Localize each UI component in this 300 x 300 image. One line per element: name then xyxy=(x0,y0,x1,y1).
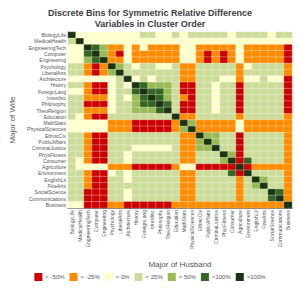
svg-text:Computer: Computer xyxy=(44,51,66,57)
svg-text:PublicAffairs: PublicAffairs xyxy=(38,139,66,145)
svg-text:<100%: <100% xyxy=(212,274,232,280)
svg-text:TheoReligion: TheoReligion xyxy=(37,108,67,114)
svg-text:Agriculture: Agriculture xyxy=(237,210,243,234)
svg-text:Agriculture: Agriculture xyxy=(42,164,66,170)
svg-text:SocialScience: SocialScience xyxy=(269,210,275,242)
svg-text:SocialScience: SocialScience xyxy=(35,189,67,195)
svg-text:Psychology: Psychology xyxy=(109,210,115,236)
svg-text:Engineering: Engineering xyxy=(101,210,107,237)
svg-text:CriminalJustice: CriminalJustice xyxy=(32,145,66,151)
svg-text:Environment: Environment xyxy=(245,209,251,238)
svg-text:Business: Business xyxy=(46,202,67,208)
svg-text:Interdisc: Interdisc xyxy=(47,95,66,101)
svg-text:Psychology: Psychology xyxy=(40,64,66,70)
svg-text:< -25%: < -25% xyxy=(81,274,101,280)
svg-text:>100%: >100% xyxy=(247,274,267,280)
svg-text:Engineering: Engineering xyxy=(39,57,66,63)
svg-text:Communications: Communications xyxy=(29,196,67,202)
svg-text:EthnicCiv: EthnicCiv xyxy=(197,210,203,232)
svg-text:Philosophy: Philosophy xyxy=(157,210,163,235)
svg-text:Discrete Bins for Symmetric Re: Discrete Bins for Symmetric Relative Dif… xyxy=(48,8,252,18)
svg-text:Environment: Environment xyxy=(38,170,67,176)
svg-text:ForeignLang: ForeignLang xyxy=(141,210,147,238)
svg-text:EthnicCiv: EthnicCiv xyxy=(45,133,67,139)
svg-text:PhysicalSciences: PhysicalSciences xyxy=(189,210,195,249)
svg-text:FineArts: FineArts xyxy=(47,183,66,189)
svg-text:EnglishLit: EnglishLit xyxy=(253,209,259,231)
svg-text:Consumer: Consumer xyxy=(229,210,235,233)
svg-text:MathStats: MathStats xyxy=(43,120,66,126)
svg-text:TheoReligion: TheoReligion xyxy=(165,210,171,240)
svg-text:Variables in Cluster Order: Variables in Cluster Order xyxy=(95,19,206,29)
svg-text:PhysicalSciences: PhysicalSciences xyxy=(27,126,66,132)
svg-text:ForeignLang: ForeignLang xyxy=(38,89,66,95)
svg-text:LiberalArts: LiberalArts xyxy=(117,210,123,234)
svg-text:History: History xyxy=(50,82,66,88)
svg-text:CriminalJustice: CriminalJustice xyxy=(213,210,219,244)
svg-text:PhysFitness: PhysFitness xyxy=(39,152,67,158)
svg-text:EngineeringTech: EngineeringTech xyxy=(29,45,66,51)
svg-text:History: History xyxy=(133,210,139,226)
svg-text:Business: Business xyxy=(285,210,291,231)
svg-text:< -50%: < -50% xyxy=(45,274,65,280)
svg-text:EngineeringTech: EngineeringTech xyxy=(85,210,91,247)
svg-text:FineArts: FineArts xyxy=(261,210,267,229)
svg-text:MedicalHealth: MedicalHealth xyxy=(77,210,83,242)
svg-text:Communications: Communications xyxy=(277,210,283,248)
svg-text:Philosophy: Philosophy xyxy=(42,101,67,107)
svg-text:BiologyLife: BiologyLife xyxy=(42,32,67,38)
svg-text:PhysFitness: PhysFitness xyxy=(221,210,227,238)
svg-text:Education: Education xyxy=(173,210,179,232)
svg-text:Education: Education xyxy=(44,114,66,120)
svg-text:< 0%: < 0% xyxy=(116,274,131,280)
svg-text:Architecture: Architecture xyxy=(39,76,66,82)
svg-text:< 50%: < 50% xyxy=(179,274,197,280)
svg-text:Architecture: Architecture xyxy=(125,210,131,237)
svg-text:MedicalHealth: MedicalHealth xyxy=(34,38,66,44)
svg-text:Interdisc: Interdisc xyxy=(149,210,155,229)
svg-text:PublicAffairs: PublicAffairs xyxy=(205,210,211,238)
svg-text:Consumer: Consumer xyxy=(43,158,66,164)
svg-text:< 25%: < 25% xyxy=(146,274,164,280)
svg-text:BiologyLife: BiologyLife xyxy=(69,210,75,235)
svg-text:MathStats: MathStats xyxy=(181,210,187,233)
svg-text:LiberalArts: LiberalArts xyxy=(42,70,66,76)
svg-text:Major of Wife: Major of Wife xyxy=(8,96,17,144)
svg-text:EnglishLit: EnglishLit xyxy=(44,177,66,183)
svg-text:Computer: Computer xyxy=(93,210,99,232)
svg-text:Major of Husband: Major of Husband xyxy=(148,260,211,269)
